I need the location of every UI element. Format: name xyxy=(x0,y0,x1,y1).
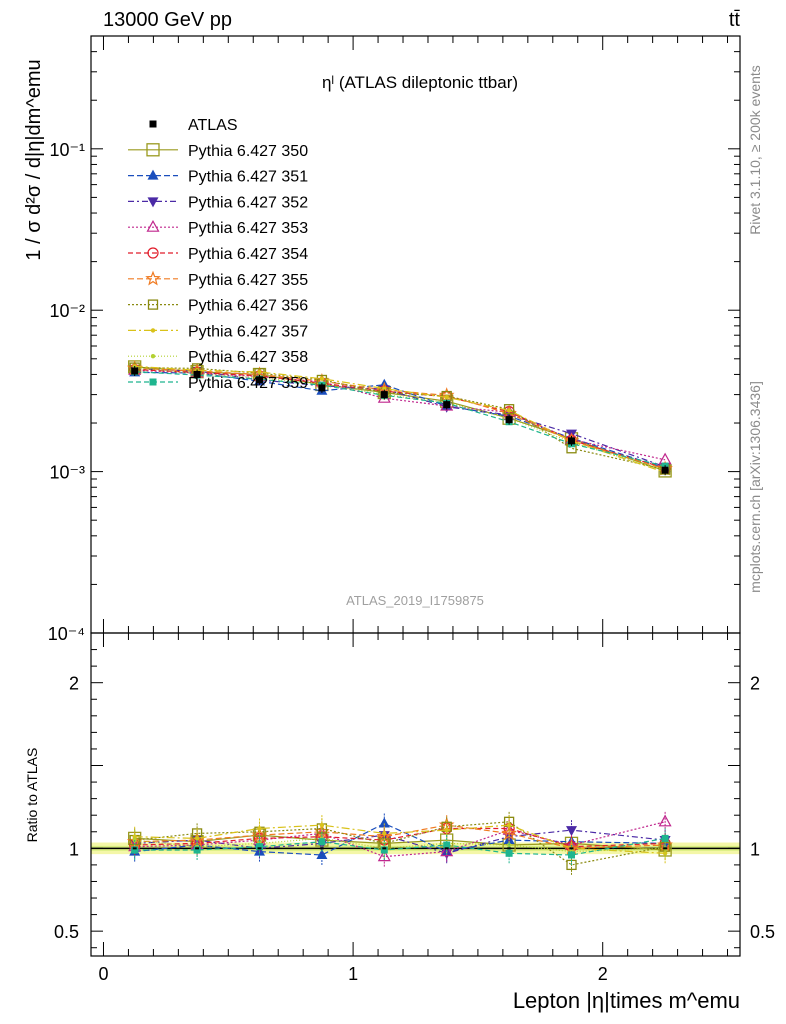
ratio-tick-label: 0.5 xyxy=(54,922,79,942)
legend-label-0: Pythia 6.427 350 xyxy=(188,143,308,160)
series-point-ratio-7 xyxy=(382,831,387,836)
reference-point xyxy=(661,466,669,474)
legend-marker-5 xyxy=(145,270,161,286)
x-tick-label: 0 xyxy=(98,964,108,984)
series-point-ratio-9 xyxy=(568,851,576,859)
reference-point xyxy=(505,416,513,424)
legend-marker-1 xyxy=(147,169,159,180)
series-point-ratio-7 xyxy=(319,822,325,828)
legend-label-7: Pythia 6.427 357 xyxy=(188,323,308,340)
series-line-top-8 xyxy=(134,367,666,471)
ratio-tick-label: 1 xyxy=(69,839,79,859)
ratio-tick-label: 2 xyxy=(69,674,79,694)
reference-point xyxy=(193,370,201,378)
ratio-tick-label-right: 2 xyxy=(750,674,760,694)
legend-label-reference: ATLAS xyxy=(188,117,238,134)
legend-marker-reference xyxy=(149,120,157,128)
series-point-top-7 xyxy=(319,376,325,381)
series-point-ratio-1 xyxy=(316,848,328,859)
series-line-ratio-5 xyxy=(134,824,666,849)
series-point-ratio-9 xyxy=(255,843,263,851)
series-line-ratio-8 xyxy=(134,837,666,853)
header-right: tt̄ xyxy=(729,9,741,31)
series-point-ratio-9 xyxy=(380,846,388,854)
reference-point xyxy=(131,367,139,375)
header-left: 13000 GeV pp xyxy=(103,9,232,31)
reference-point xyxy=(318,384,326,392)
series-point-top-7 xyxy=(257,369,262,375)
y-tick-label-top: 10⁻⁴ xyxy=(48,624,85,644)
series-point-ratio-9 xyxy=(318,838,326,846)
reference-point xyxy=(568,437,576,445)
reference-point xyxy=(255,376,263,384)
series-line-top-5 xyxy=(134,367,666,470)
reference-point xyxy=(443,401,451,409)
series-point-ratio-7 xyxy=(257,826,262,831)
series-point-ratio-3 xyxy=(440,844,454,857)
series-point-ratio-7 xyxy=(444,827,449,833)
ratio-series-layer xyxy=(126,811,673,875)
legend: ATLAS Pythia 6.427 350 Pythia 6.427 351 Pyt… xyxy=(128,117,308,392)
y-tick-label-top: 10⁻³ xyxy=(49,463,85,483)
ratio-tick-label-right: 1 xyxy=(750,839,760,859)
legend-marker-4 xyxy=(147,247,159,259)
y-axis-label-top: 1 / σ d²σ / d|η|dm^emu xyxy=(23,59,45,260)
series-point-ratio-9 xyxy=(443,841,451,849)
series-line-ratio-2 xyxy=(134,829,666,854)
series-point-top-7 xyxy=(506,408,512,413)
reference-point xyxy=(380,391,388,399)
ratio-frame xyxy=(90,632,741,957)
legend-label-4: Pythia 6.427 354 xyxy=(188,246,308,263)
series-line-ratio-6 xyxy=(134,821,666,866)
x-axis-label: Lepton |η|times m^emu xyxy=(513,988,740,1013)
plot-title: ηˡ (ATLAS dileptonic ttbar) xyxy=(322,73,518,92)
series-point-ratio-7 xyxy=(662,851,668,856)
series-point-ratio-2 xyxy=(566,826,578,837)
legend-label-3: Pythia 6.427 353 xyxy=(188,220,308,237)
legend-label-6: Pythia 6.427 356 xyxy=(188,298,308,315)
side-label-upper: Rivet 3.1.10, ≥ 200k events xyxy=(747,65,763,235)
legend-label-1: Pythia 6.427 351 xyxy=(188,169,308,186)
legend-marker-9 xyxy=(149,378,157,386)
series-point-ratio-3 xyxy=(377,849,391,862)
legend-marker-3 xyxy=(146,219,160,232)
legend-marker-0 xyxy=(146,143,160,157)
series-point-ratio-9 xyxy=(661,834,669,842)
series-point-ratio-9 xyxy=(131,846,139,854)
legend-label-5: Pythia 6.427 355 xyxy=(188,272,308,289)
series-point-ratio-3 xyxy=(658,814,672,827)
legend-marker-2 xyxy=(147,197,159,208)
series-point-ratio-9 xyxy=(193,846,201,854)
x-tick-label: 1 xyxy=(348,964,358,984)
legend-marker-6 xyxy=(147,299,159,310)
side-label-lower: mcplots.cern.ch [arXiv:1306.3436] xyxy=(747,381,763,593)
y-axis-label-ratio: Ratio to ATLAS xyxy=(24,748,40,843)
ratio-tick-label-right: 0.5 xyxy=(750,922,775,942)
series-line-top-2 xyxy=(134,368,666,468)
top-series-layer xyxy=(126,360,673,478)
y-tick-label-top: 10⁻² xyxy=(49,301,85,321)
series-point-top-7 xyxy=(382,386,387,391)
analysis-label: ATLAS_2019_I1759875 xyxy=(346,593,484,608)
legend-marker-7 xyxy=(150,328,156,333)
legend-label-9: Pythia 6.427 359 xyxy=(188,375,308,392)
legend-marker-8 xyxy=(150,354,156,359)
series-point-ratio-7 xyxy=(506,822,512,828)
top-axes: 10⁻¹ 10⁻² 10⁻³ 10⁻⁴ 2 2 1 1 0.5 0.5 0 1 2 xyxy=(48,35,775,984)
y-tick-label-top: 10⁻¹ xyxy=(49,140,85,160)
series-point-top-7 xyxy=(444,395,449,400)
series-point-ratio-1 xyxy=(378,817,390,828)
series-line-top-7 xyxy=(134,365,666,473)
legend-label-8: Pythia 6.427 358 xyxy=(188,349,308,366)
legend-label-2: Pythia 6.427 352 xyxy=(188,194,308,211)
series-point-ratio-9 xyxy=(505,849,513,857)
x-tick-label: 2 xyxy=(598,964,608,984)
